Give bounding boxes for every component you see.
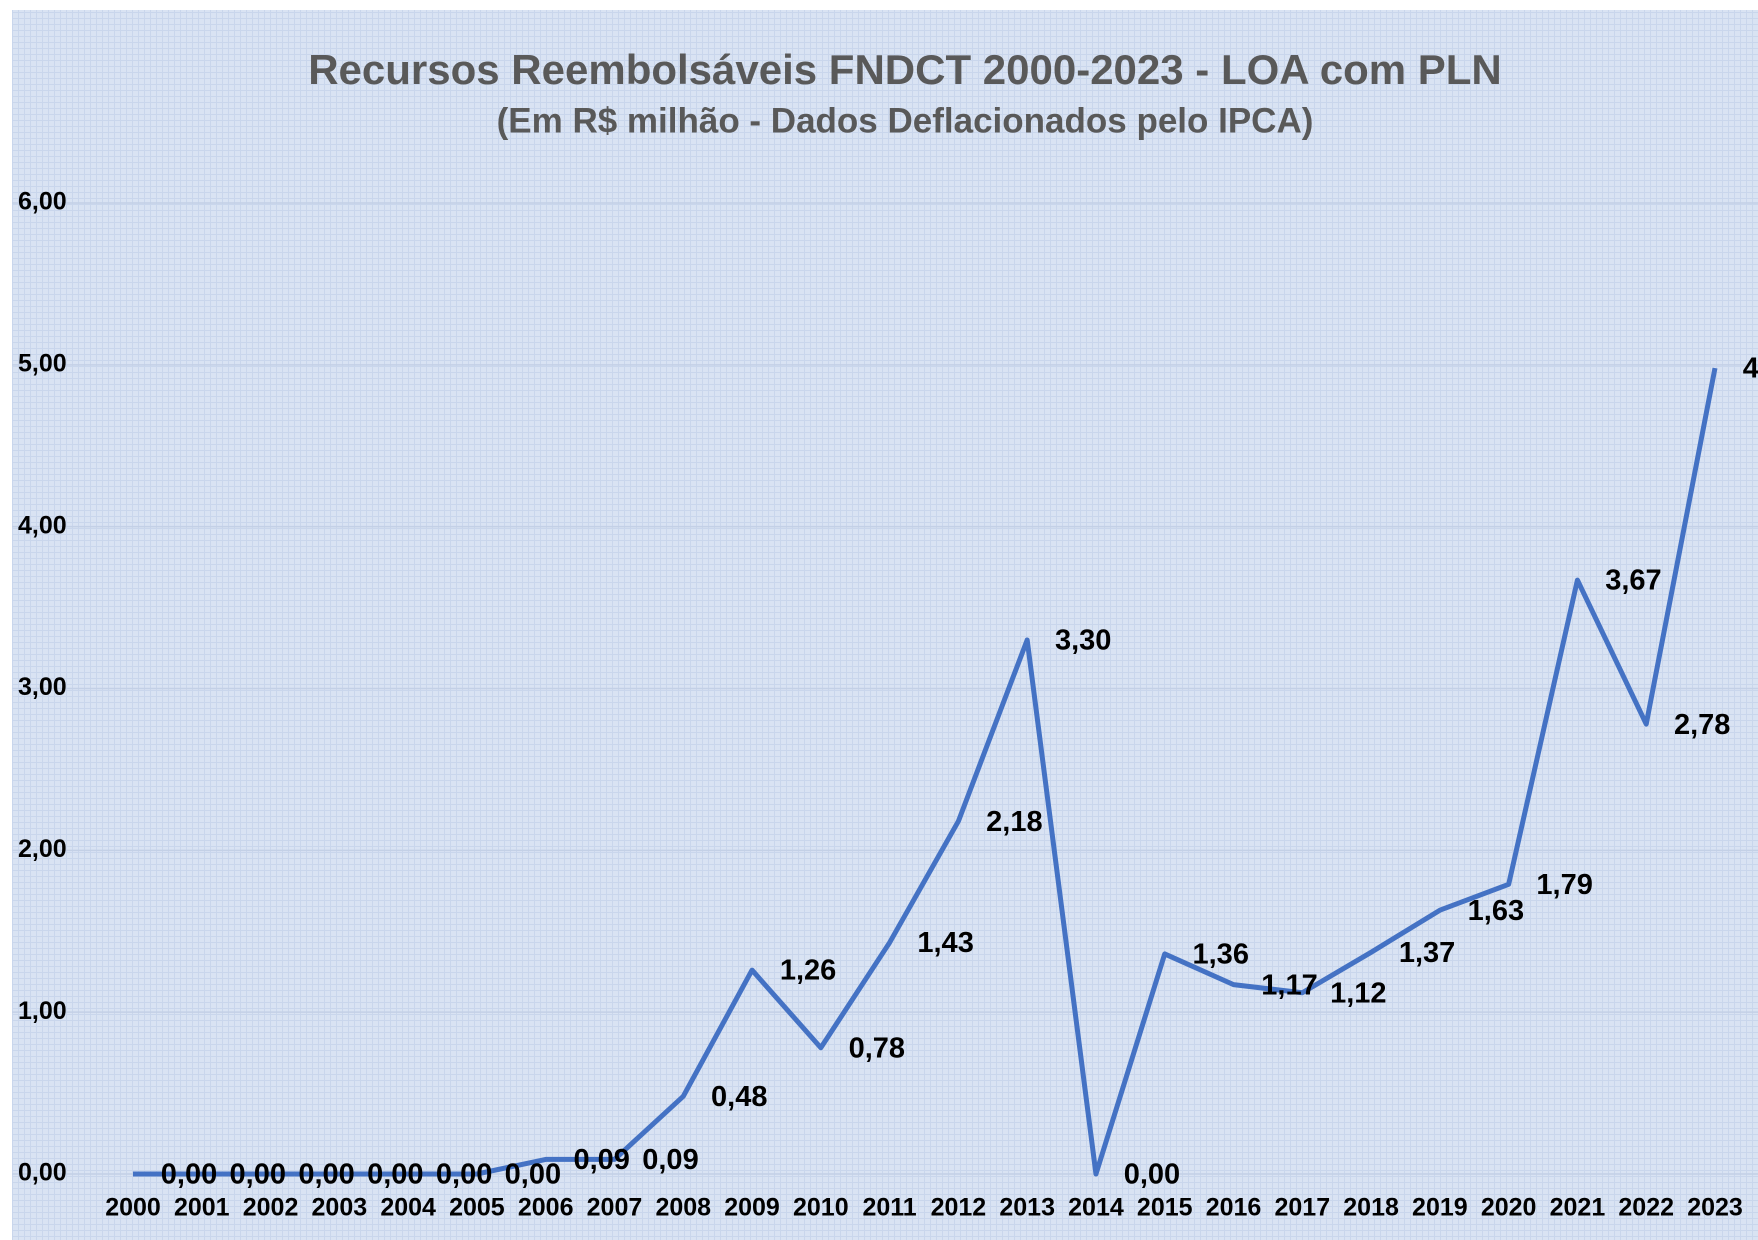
x-tick-label: 2002 [243,1194,299,1222]
data-label: 0,00 [436,1159,492,1191]
data-label: 2,18 [986,806,1042,838]
x-tick-label: 2014 [1068,1194,1124,1222]
data-label: 0,78 [849,1032,905,1064]
data-label: 4,98 [1743,353,1758,385]
y-tick-label: 5,00 [18,349,67,377]
data-label: 3,67 [1605,565,1661,597]
data-label: 1,37 [1399,937,1455,969]
data-label: 1,79 [1536,869,1592,901]
x-tick-label: 2015 [1137,1194,1193,1222]
data-label: 1,43 [917,927,973,959]
y-tick-label: 2,00 [18,835,67,863]
y-tick-label: 3,00 [18,673,67,701]
x-tick-label: 2013 [999,1194,1055,1222]
x-tick-label: 2008 [655,1194,711,1222]
data-label: 2,78 [1674,709,1730,741]
x-tick-label: 2022 [1618,1194,1674,1222]
y-tick-label: 6,00 [18,188,67,216]
x-tick-label: 2006 [518,1194,574,1222]
x-tick-label: 2023 [1687,1194,1743,1222]
data-label: 1,63 [1468,895,1524,927]
x-tick-label: 2018 [1343,1194,1399,1222]
x-tick-label: 2007 [587,1194,643,1222]
data-label: 0,00 [161,1159,217,1191]
data-label: 0,00 [367,1159,423,1191]
data-label: 1,26 [780,955,836,987]
data-label: 0,00 [1124,1159,1180,1191]
data-label: 0,00 [230,1159,286,1191]
y-tick-label: 1,00 [18,997,67,1025]
x-tick-label: 2005 [449,1194,505,1222]
data-label: 3,30 [1055,625,1111,657]
x-tick-label: 2012 [931,1194,987,1222]
data-label: 0,48 [711,1081,767,1113]
x-tick-label: 2004 [380,1194,436,1222]
x-tick-label: 2021 [1550,1194,1606,1222]
data-label: 0,00 [505,1159,561,1191]
x-tick-label: 2001 [174,1194,230,1222]
data-label: 0,09 [642,1144,698,1176]
data-label: 0,00 [298,1159,354,1191]
x-tick-label: 2000 [105,1194,161,1222]
data-line [133,367,1718,1177]
x-tick-label: 2009 [724,1194,780,1222]
x-tick-label: 2019 [1412,1194,1468,1222]
x-tick-label: 2016 [1206,1194,1262,1222]
chart-title: Recursos Reembolsáveis FNDCT 2000-2023 -… [308,46,1502,93]
x-tick-label: 2017 [1274,1194,1330,1222]
y-tick-label: 4,00 [18,511,67,539]
x-tick-label: 2011 [862,1194,916,1222]
data-label: 1,36 [1193,939,1249,971]
chart-subtitle: (Em R$ milhão - Dados Deflacionados pelo… [497,101,1314,140]
x-tick-label: 2020 [1481,1194,1537,1222]
data-label: 1,17 [1261,969,1317,1001]
data-label: 1,12 [1330,977,1386,1009]
y-tick-label: 0,00 [18,1159,67,1187]
x-tick-label: 2003 [312,1194,368,1222]
x-tick-label: 2010 [793,1194,849,1222]
chart-background [12,10,1758,1240]
data-label: 0,09 [573,1144,629,1176]
